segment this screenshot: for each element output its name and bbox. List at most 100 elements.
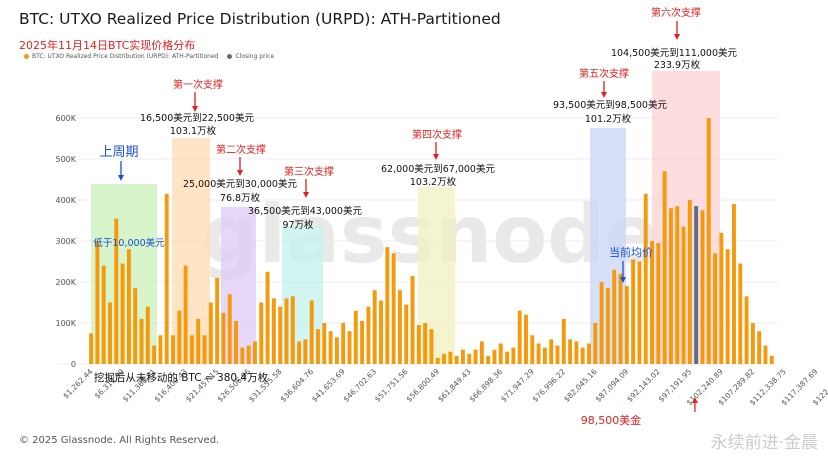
chart-bar	[668, 208, 673, 364]
chart-bar	[404, 304, 409, 364]
chart-bar	[435, 357, 440, 364]
chart-bar	[246, 345, 251, 364]
chart-bar	[473, 349, 478, 364]
chart-bar	[612, 269, 617, 364]
chart-bar	[700, 210, 705, 364]
chart-bar	[631, 259, 636, 364]
chart-bar	[189, 335, 194, 364]
support1-arrow-head	[192, 106, 198, 112]
chart-title: BTC: UTXO Realized Price Distribution (U…	[19, 10, 501, 28]
y-tick-label: 200K	[55, 278, 76, 287]
support4-arrow-head	[433, 154, 439, 160]
chart-bar	[391, 253, 396, 364]
chart-bar	[397, 290, 402, 364]
y-tick-label: 400K	[55, 196, 76, 205]
corner-watermark: 永续前进·金晨	[710, 433, 818, 453]
chart-bar	[643, 193, 648, 364]
chart-bar	[580, 347, 585, 364]
chart-bar	[568, 339, 573, 364]
support6-arrow-head	[674, 34, 680, 40]
below-10k-label: 低于10,000美元	[93, 237, 165, 249]
support4-title: 第四次支撑	[412, 128, 462, 141]
chart-bar	[379, 300, 383, 364]
chart-bar	[738, 263, 743, 364]
chart-bar	[423, 323, 428, 364]
chart-bar	[460, 349, 465, 364]
chart-bar	[593, 323, 598, 364]
chart-bar	[360, 320, 365, 364]
support5-arrow-head	[601, 92, 607, 98]
chart-bar	[215, 277, 220, 364]
support2-title: 第二次支撑	[216, 143, 266, 156]
support3-arrow-head	[303, 192, 309, 198]
chart-bar	[259, 302, 264, 364]
closing-price-arrow-head	[691, 397, 698, 403]
chart-bar	[650, 241, 654, 364]
x-tick-label: $1,262.44	[61, 367, 95, 401]
legend: BTC: UTXO Realized Price Distribution (U…	[24, 53, 274, 60]
chart-bar	[574, 341, 579, 364]
y-tick-label: 100K	[55, 319, 76, 328]
chart-bar	[498, 343, 503, 364]
chart-bar	[555, 345, 560, 364]
chart-bar	[353, 310, 358, 364]
chart-bar	[587, 343, 591, 364]
support5-amount: 101.2万枚	[585, 113, 632, 125]
chart-bar	[448, 351, 453, 364]
chart-bar	[511, 347, 516, 364]
chart-bar	[757, 331, 762, 364]
closing-price-label: 98,500美金	[581, 413, 642, 427]
chart-bar	[278, 306, 283, 364]
legend-label-closing: Closing price	[235, 53, 275, 60]
last-cycle-arrow-head	[118, 175, 124, 181]
support2-amount: 76.8万枚	[220, 192, 261, 204]
chart-bar	[416, 325, 421, 364]
chart-bar	[139, 318, 144, 364]
support2-range: 25,000美元到30,000美元	[183, 178, 297, 190]
chart-bar	[234, 320, 239, 364]
chart-bar	[486, 355, 491, 364]
chart-bar	[271, 298, 276, 364]
chart-bar	[479, 341, 484, 364]
chart-bar	[309, 300, 314, 364]
y-tick-label: 600K	[55, 114, 76, 123]
chart-bar	[599, 282, 604, 364]
support1-title: 第一次支撑	[173, 78, 223, 91]
chart-bar	[505, 351, 510, 364]
support1-range: 16,500美元到22,500美元	[140, 112, 254, 124]
chart-bar	[744, 296, 749, 364]
chart-bar	[290, 296, 295, 364]
current-average-label: 当前均价	[609, 245, 653, 259]
support2-arrow-head	[237, 170, 243, 176]
y-tick-label: 300K	[55, 237, 76, 246]
chart-bar	[687, 200, 692, 364]
chart-bar	[114, 218, 119, 364]
support6-title: 第六次支撑	[651, 6, 701, 19]
y-tick-label: 500K	[55, 155, 76, 164]
support4-amount: 103.2万枚	[410, 176, 457, 188]
chart-bar	[183, 265, 188, 364]
support6-range: 104,500美元到111,000美元	[611, 47, 738, 59]
chart-bar	[561, 318, 566, 364]
chart-bar	[101, 265, 106, 364]
chart-bar	[202, 335, 207, 364]
chart-bar	[732, 204, 736, 364]
chart-bar	[126, 249, 131, 364]
chart-bar	[524, 314, 528, 364]
chart-bar	[410, 275, 415, 364]
chart-bar	[372, 290, 377, 364]
chart-bar	[322, 323, 327, 364]
chart-bar	[467, 353, 472, 364]
chart-bar	[95, 241, 100, 364]
chart-bar	[719, 232, 724, 364]
support3-amount: 97万枚	[282, 219, 314, 231]
support-zone-3	[221, 207, 256, 364]
chart-bar	[750, 323, 755, 364]
chart-bar	[549, 339, 554, 364]
chart-bar	[208, 302, 213, 364]
chart-bar	[713, 253, 718, 364]
chart-subtitle: 2025年11月14日BTC实现价格分布	[19, 39, 196, 52]
support3-title: 第三次支撑	[284, 165, 334, 178]
chart-bar	[385, 247, 390, 364]
